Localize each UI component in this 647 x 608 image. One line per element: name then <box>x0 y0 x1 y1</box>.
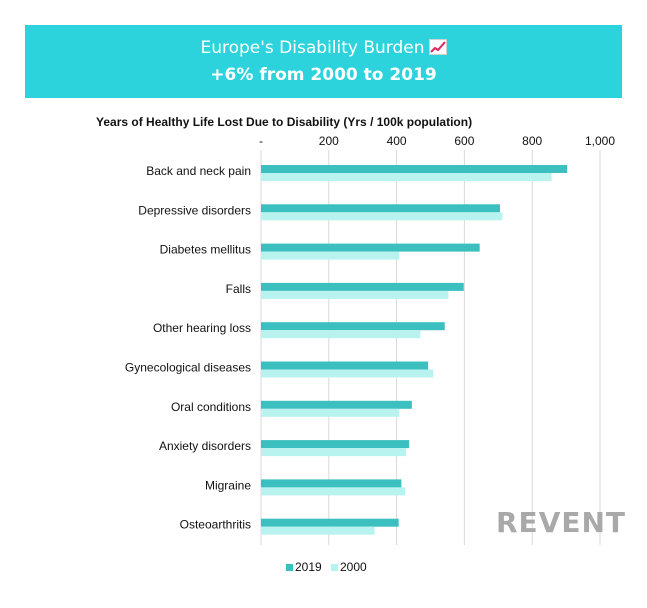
chart-increasing-icon <box>428 39 447 55</box>
legend: 2019 2000 <box>286 560 367 574</box>
category-label: Other hearing loss <box>153 321 251 335</box>
category-label: Osteoarthritis <box>180 518 251 532</box>
bar-2000 <box>261 369 434 378</box>
title-banner: Europe's Disability Burden +6% from 2000… <box>25 25 622 98</box>
category-labels: Back and neck pain Depressive disorders Di… <box>125 164 251 532</box>
bar-2000 <box>261 526 375 535</box>
legend-label: 2000 <box>340 560 367 574</box>
category-label: Falls <box>226 282 251 296</box>
x-tick-label: 800 <box>522 134 542 148</box>
banner-subtitle: +6% from 2000 to 2019 <box>210 65 437 85</box>
bar-2000 <box>261 330 421 339</box>
bar-2019 <box>261 243 480 252</box>
legend-label: 2019 <box>295 560 322 574</box>
category-label: Anxiety disorders <box>159 439 251 453</box>
bar-2019 <box>261 440 410 449</box>
bar-2019 <box>261 204 500 213</box>
bar-2000 <box>261 212 503 221</box>
x-tick-label: - <box>259 134 263 148</box>
bar-2019 <box>261 479 402 488</box>
x-tick-label: 400 <box>387 134 407 148</box>
legend-swatch <box>331 564 338 571</box>
category-label: Gynecological diseases <box>125 361 251 375</box>
x-tick-label: 600 <box>454 134 474 148</box>
bar-2000 <box>261 290 449 299</box>
bar-2000 <box>261 251 400 260</box>
bar-2019 <box>261 518 399 527</box>
bar-2000 <box>261 448 407 457</box>
bar-2019 <box>261 322 445 331</box>
category-label: Back and neck pain <box>146 164 251 178</box>
category-label: Depressive disorders <box>138 203 251 217</box>
bar-2019 <box>261 400 412 409</box>
bar-2000 <box>261 487 406 496</box>
x-tick-label: 200 <box>319 134 339 148</box>
bar-2019 <box>261 282 464 291</box>
banner-title: Europe's Disability Burden <box>200 38 425 58</box>
bar-2000 <box>261 408 400 417</box>
bar-2000 <box>261 173 552 181</box>
legend-swatch <box>286 564 293 571</box>
bar-2019 <box>261 361 429 370</box>
category-label: Oral conditions <box>171 400 251 414</box>
category-label: Migraine <box>205 478 251 492</box>
brand-logo: REVENT <box>496 506 627 539</box>
bar-2019 <box>261 165 568 173</box>
bars <box>261 165 568 535</box>
chart-title: Years of Healthy Life Lost Due to Disabi… <box>96 115 472 129</box>
x-axis-ticks: - 200 400 600 800 1,000 <box>259 134 615 148</box>
x-tick-label: 1,000 <box>585 134 615 148</box>
category-label: Diabetes mellitus <box>160 243 251 257</box>
